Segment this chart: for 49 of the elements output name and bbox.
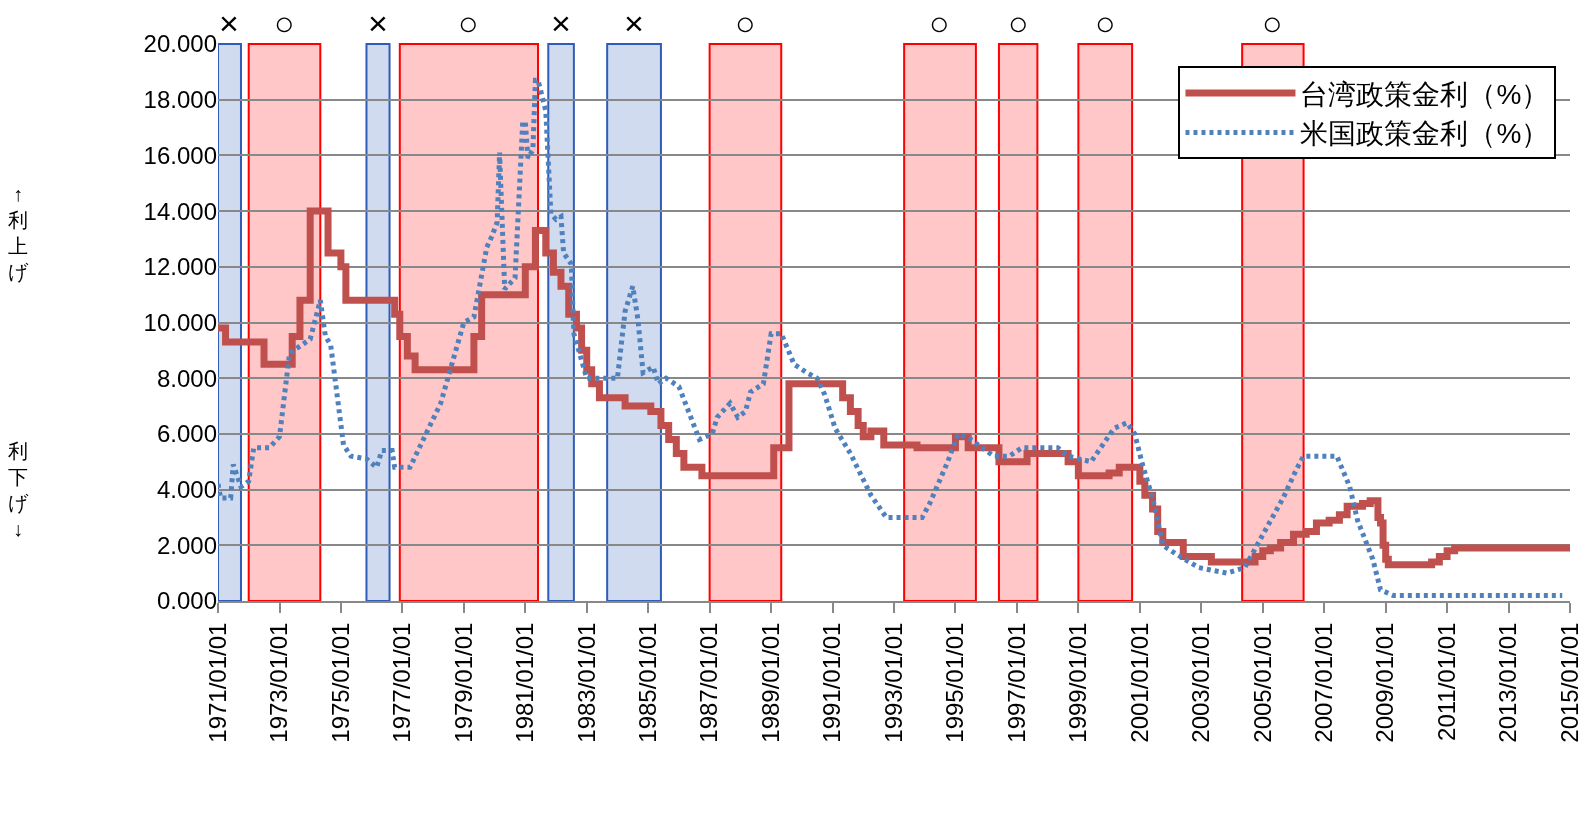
text: ↑利上げ	[8, 183, 29, 283]
band-label: ○	[929, 4, 950, 42]
x-tick-label: 2011/01/01	[1432, 622, 1460, 741]
x-tick-label: 1979/01/01	[449, 622, 477, 743]
x-tick-label: 1997/01/01	[1002, 622, 1030, 743]
x-tick-label: 2001/01/01	[1125, 622, 1153, 743]
x-tick-label: 1995/01/01	[941, 622, 969, 743]
x-tick-label: 1977/01/01	[388, 622, 416, 743]
x-tick-label: 1987/01/01	[695, 622, 723, 743]
y-tick-label: 10.000	[143, 308, 217, 336]
x-tick-label: 1981/01/01	[511, 622, 539, 743]
band-label: ×	[624, 4, 644, 42]
y-tick-label: 20.000	[143, 30, 217, 58]
y-tick-label: 12.000	[143, 253, 217, 281]
x-tick-label: 1999/01/01	[1064, 622, 1092, 743]
y-tick-label: 6.000	[156, 420, 217, 448]
x-tick-label: 1991/01/01	[818, 622, 846, 743]
y-tick-label: 16.000	[143, 141, 217, 169]
x-tick-label: 1971/01/01	[203, 622, 231, 743]
band-label: ○	[1008, 4, 1029, 42]
y-tick-label: 18.000	[143, 86, 217, 114]
band-label: ×	[368, 4, 388, 42]
y-tick-label: 0.000	[156, 587, 217, 615]
x-tick-label: 1983/01/01	[572, 622, 600, 743]
band-label: ○	[1095, 4, 1116, 42]
y-tick-label: 2.000	[156, 531, 217, 559]
band-label: ○	[458, 4, 479, 42]
legend-label: 米国政策金利（%）	[1300, 118, 1550, 150]
band-label: ×	[219, 4, 239, 42]
x-tick-label: 2007/01/01	[1309, 622, 1337, 743]
x-tick-label: 2013/01/01	[1494, 622, 1522, 743]
x-tick-label: 1989/01/01	[756, 622, 784, 743]
x-tick-label: 2009/01/01	[1371, 622, 1399, 743]
y-tick-label: 8.000	[156, 364, 217, 392]
band-label: ○	[274, 4, 295, 42]
x-tick-label: 1973/01/01	[265, 622, 293, 743]
x-tick-label: 2003/01/01	[1187, 622, 1215, 743]
x-tick-label: 1993/01/01	[879, 622, 907, 743]
band-label: ○	[735, 4, 756, 42]
x-tick-label: 1985/01/01	[634, 622, 662, 743]
x-tick-label: 2015/01/01	[1555, 622, 1583, 743]
band-label: ×	[551, 4, 571, 42]
band-label: ○	[1262, 4, 1283, 42]
legend-label: 台湾政策金利（%）	[1300, 78, 1550, 110]
y-tick-label: 4.000	[156, 476, 217, 503]
text: 利下げ↓	[8, 440, 29, 540]
x-tick-label: 1975/01/01	[326, 622, 354, 743]
y-tick-label: 14.000	[143, 197, 217, 225]
x-tick-label: 2005/01/01	[1248, 622, 1276, 743]
